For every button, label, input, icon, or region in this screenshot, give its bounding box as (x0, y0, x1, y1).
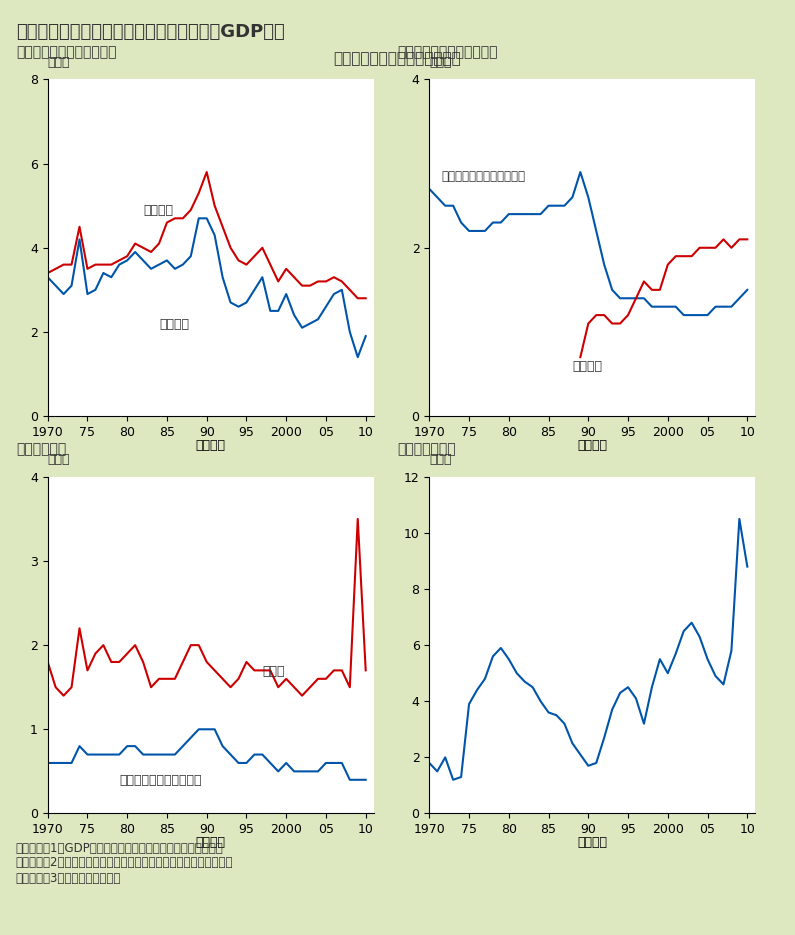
Text: 法人税収: 法人税収 (159, 318, 189, 331)
Text: （４）公債収入: （４）公債収入 (398, 442, 456, 456)
Text: 法人税収と所得税収は減少傾向: 法人税収と所得税収は減少傾向 (334, 51, 461, 66)
Text: （％）: （％） (48, 453, 70, 467)
Text: その他: その他 (262, 665, 285, 678)
X-axis label: （年度）: （年度） (577, 439, 607, 452)
X-axis label: （年度）: （年度） (196, 439, 226, 452)
Text: （３）その他: （３）その他 (16, 442, 66, 456)
X-axis label: （年度）: （年度） (577, 836, 607, 849)
Text: 第３－２－６図　歳入の中長期的動向（対GDP比）: 第３－２－６図 歳入の中長期的動向（対GDP比） (16, 23, 285, 41)
Text: その他の租税・印紙収入: その他の租税・印紙収入 (119, 774, 202, 787)
Text: 所得税収: 所得税収 (143, 204, 173, 217)
Text: 消費税収: 消費税収 (572, 360, 603, 373)
Text: （％）: （％） (429, 453, 452, 467)
Text: （２）間接税収、消費税収: （２）間接税収、消費税収 (398, 45, 498, 59)
Text: （％）: （％） (429, 56, 452, 69)
Text: （備考）　1．GDPは、内閣府「国民経済計算」により作成。
　　　　　2．各項目は、財務省「財政金融統計月報」により作成。
　　　　　3．国ベースで作成。: （備考） 1．GDPは、内閣府「国民経済計算」により作成。 2．各項目は、財務省… (16, 842, 234, 885)
X-axis label: （年度）: （年度） (196, 836, 226, 849)
Text: 間接税収（消費税収除く）: 間接税収（消費税収除く） (441, 170, 525, 183)
Text: （％）: （％） (48, 56, 70, 69)
Text: （１）法人税収、所得税収: （１）法人税収、所得税収 (16, 45, 116, 59)
